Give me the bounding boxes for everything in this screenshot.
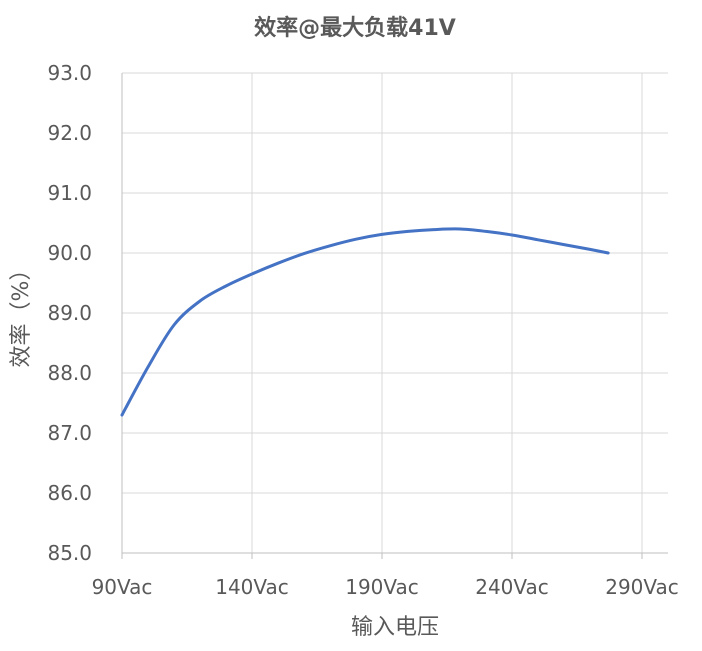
x-tick-label: 90Vac bbox=[92, 575, 153, 599]
y-tick-label: 86.0 bbox=[47, 481, 92, 505]
y-tick-label: 85.0 bbox=[47, 541, 92, 565]
y-tick-label: 92.0 bbox=[47, 121, 92, 145]
y-tick-label: 87.0 bbox=[47, 421, 92, 445]
x-axis-title: 输入电压 bbox=[351, 615, 439, 640]
grid-lines bbox=[122, 72, 668, 553]
y-tick-label: 89.0 bbox=[47, 301, 92, 325]
y-tick-label: 91.0 bbox=[47, 181, 92, 205]
y-axis-title: 效率（%） bbox=[9, 259, 34, 368]
chart-title: 效率@最大负载41V bbox=[254, 15, 456, 41]
y-axis-tick-labels: 85.0 86.0 87.0 88.0 89.0 90.0 91.0 92.0 93.0 bbox=[47, 61, 92, 565]
x-axis-tick-labels: 90Vac 140Vac 190Vac 240Vac 290Vac bbox=[92, 575, 679, 599]
x-tick-label: 140Vac bbox=[215, 575, 289, 599]
series-layer bbox=[120, 227, 610, 417]
x-tick-label: 190Vac bbox=[345, 575, 419, 599]
axes bbox=[121, 73, 668, 559]
efficiency-series-line bbox=[120, 227, 610, 417]
y-tick-label: 88.0 bbox=[47, 361, 92, 385]
y-tick-label: 93.0 bbox=[47, 61, 92, 85]
y-tick-label: 90.0 bbox=[47, 241, 92, 265]
x-tick-label: 290Vac bbox=[605, 575, 679, 599]
x-tick-label: 240Vac bbox=[475, 575, 549, 599]
